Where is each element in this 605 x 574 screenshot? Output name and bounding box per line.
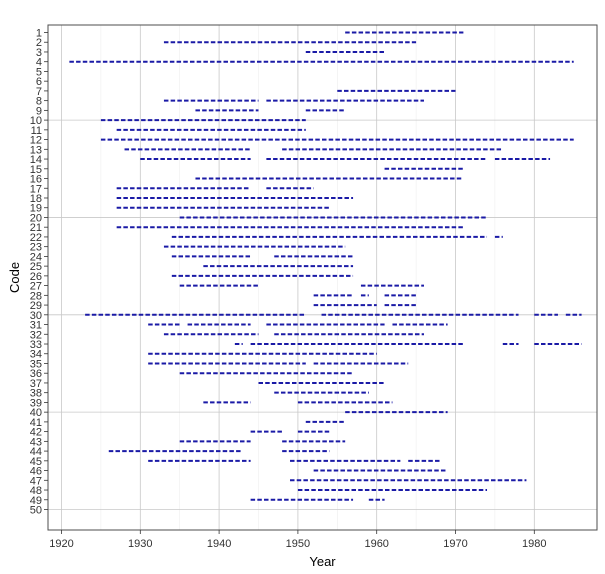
y-tick-label: 35 xyxy=(30,358,42,370)
y-tick-label: 48 xyxy=(30,485,42,497)
y-tick-label: 36 xyxy=(30,368,42,380)
y-tick-label: 13 xyxy=(30,144,42,156)
y-tick-label: 34 xyxy=(30,349,42,361)
y-tick-label: 26 xyxy=(30,271,42,283)
x-tick-label: 1950 xyxy=(286,538,310,550)
grid-lines xyxy=(48,25,597,530)
y-tick-label: 38 xyxy=(30,388,42,400)
y-tick-label: 47 xyxy=(30,475,42,487)
x-tick-label: 1940 xyxy=(207,538,231,550)
y-tick-label: 5 xyxy=(36,66,42,78)
y-tick-label: 18 xyxy=(30,193,42,205)
x-axis: 1920 1930 1940 1950 1960 1970 1980 xyxy=(49,530,547,550)
y-tick-label: 25 xyxy=(30,261,42,273)
y-tick-label: 11 xyxy=(31,125,42,137)
y-tick-label: 2 xyxy=(36,37,42,49)
y-tick-label: 3 xyxy=(36,47,42,59)
y-tick-label: 23 xyxy=(30,242,42,254)
y-tick-label: 9 xyxy=(36,105,42,117)
y-tick-label: 21 xyxy=(30,222,42,234)
y-tick-label: 27 xyxy=(30,281,42,293)
x-tick-label: 1970 xyxy=(443,538,467,550)
y-tick-label: 7 xyxy=(36,86,42,98)
x-tick-label: 1980 xyxy=(522,538,546,550)
y-tick-label: 4 xyxy=(36,57,42,69)
y-tick-label: 20 xyxy=(30,212,42,224)
y-tick-label: 41 xyxy=(30,417,42,429)
y-tick-label: 46 xyxy=(30,466,42,478)
y-tick-label: 10 xyxy=(30,115,42,127)
y-tick-label: 1 xyxy=(36,28,42,40)
y-tick-label: 32 xyxy=(30,329,42,341)
y-tick-label: 29 xyxy=(30,300,42,312)
y-tick-label: 50 xyxy=(30,505,42,517)
y-tick-label: 43 xyxy=(30,436,42,448)
y-tick-label: 24 xyxy=(30,251,42,263)
y-tick-label: 6 xyxy=(36,76,42,88)
y-tick-label: 33 xyxy=(30,339,42,351)
y-tick-label: 15 xyxy=(30,164,42,176)
y-tick-label: 31 xyxy=(30,320,42,332)
y-tick-label: 12 xyxy=(30,135,42,147)
y-tick-label: 22 xyxy=(30,232,42,244)
x-tick-label: 1920 xyxy=(49,538,73,550)
y-tick-label: 16 xyxy=(30,174,42,186)
y-tick-label: 14 xyxy=(30,154,42,166)
x-tick-label: 1960 xyxy=(364,538,388,550)
y-axis-title: Code xyxy=(7,262,22,293)
x-tick-label: 1930 xyxy=(128,538,152,550)
y-tick-label: 17 xyxy=(30,183,42,195)
y-tick-label: 19 xyxy=(30,203,42,215)
y-tick-label: 42 xyxy=(30,427,42,439)
plot-panel-border xyxy=(47,24,598,531)
y-tick-label: 44 xyxy=(30,446,42,458)
y-tick-label: 8 xyxy=(36,96,42,108)
y-tick-label: 40 xyxy=(30,407,42,419)
y-tick-label: 28 xyxy=(30,290,42,302)
y-tick-label: 37 xyxy=(30,378,42,390)
y-axis: 1234567891011121314151617181920212223242… xyxy=(30,28,48,517)
y-tick-label: 30 xyxy=(30,310,42,322)
y-tick-label: 39 xyxy=(30,397,42,409)
y-tick-label: 49 xyxy=(30,495,42,507)
x-axis-title: Year xyxy=(309,554,336,569)
y-tick-label: 45 xyxy=(30,456,42,468)
interval-segments xyxy=(69,31,582,501)
